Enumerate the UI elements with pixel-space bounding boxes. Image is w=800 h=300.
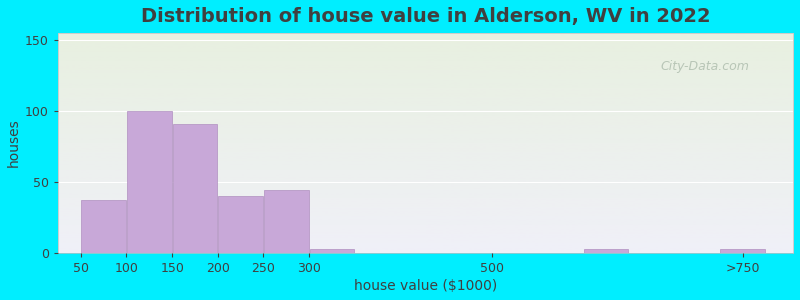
Bar (218, 196, 263, 253)
X-axis label: house value ($1000): house value ($1000) (354, 279, 497, 293)
Title: Distribution of house value in Alderson, WV in 2022: Distribution of house value in Alderson,… (141, 7, 710, 26)
Bar (721, 249, 766, 253)
Y-axis label: houses: houses (7, 118, 21, 167)
Bar (583, 249, 628, 253)
Text: City-Data.com: City-Data.com (661, 59, 750, 73)
Bar (264, 190, 309, 253)
Bar (82, 200, 126, 253)
Bar (127, 111, 172, 253)
Bar (173, 124, 218, 253)
Bar (310, 249, 354, 253)
